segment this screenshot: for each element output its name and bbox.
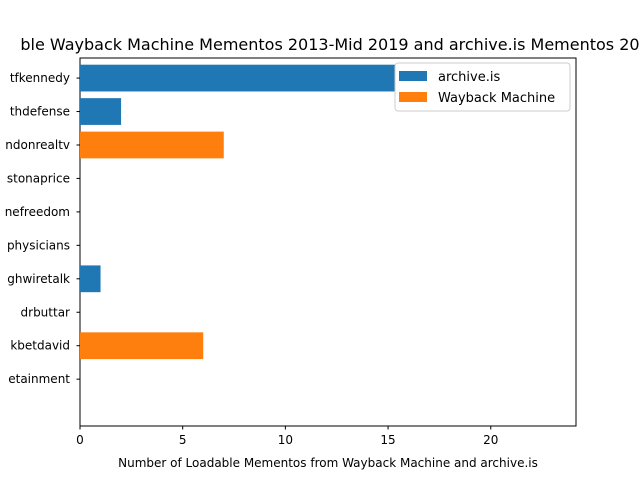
- bar-archive-is-ghwiretalk: [80, 265, 101, 293]
- y-tick-label: nefreedom: [5, 205, 70, 219]
- y-tick-label: ghwiretalk: [7, 272, 70, 286]
- x-axis-label: Number of Loadable Mementos from Wayback…: [118, 456, 538, 470]
- y-tick-label: tfkennedy: [10, 71, 70, 85]
- legend-swatch: [399, 71, 427, 81]
- bars-group: [80, 64, 553, 360]
- y-tick-label: stonaprice: [7, 171, 70, 185]
- x-tick-label: 20: [483, 433, 498, 447]
- x-axis: 0 5 10 15 20: [76, 426, 498, 447]
- x-tick-label: 5: [179, 433, 187, 447]
- y-axis: etainment kbetdavid drbuttar ghwiretalk phys…: [5, 71, 80, 386]
- legend-label: Wayback Machine: [438, 91, 555, 106]
- bar-wayback-machine-ndonrealtv: [80, 131, 224, 159]
- y-tick-label: kbetdavid: [10, 339, 70, 353]
- legend-swatch: [399, 92, 427, 102]
- chart-title: ble Wayback Machine Mementos 2013-Mid 20…: [20, 35, 639, 54]
- legend-box: [394, 62, 571, 112]
- y-tick-label: thdefense: [10, 105, 70, 119]
- bar-wayback-machine-kbetdavid: [80, 332, 204, 360]
- legend: archive.is Wayback Machine: [394, 62, 571, 112]
- bar-archive-is-thdefense: [80, 98, 122, 125]
- y-tick-label: drbuttar: [21, 305, 71, 319]
- legend-label: archive.is: [438, 70, 500, 85]
- x-tick-label: 15: [380, 433, 395, 447]
- y-tick-label: physicians: [7, 238, 70, 252]
- y-tick-label: etainment: [8, 372, 70, 386]
- plot-frame: [79, 57, 577, 427]
- x-tick-label: 0: [76, 433, 84, 447]
- y-tick-label: ndonrealtv: [5, 138, 70, 152]
- x-tick-label: 10: [278, 433, 293, 447]
